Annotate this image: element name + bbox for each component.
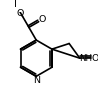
Text: O: O	[17, 9, 24, 18]
Text: O: O	[91, 54, 98, 63]
Text: O: O	[38, 15, 46, 24]
Text: I: I	[14, 0, 17, 9]
Text: NH: NH	[79, 54, 92, 63]
Text: N: N	[33, 76, 40, 85]
